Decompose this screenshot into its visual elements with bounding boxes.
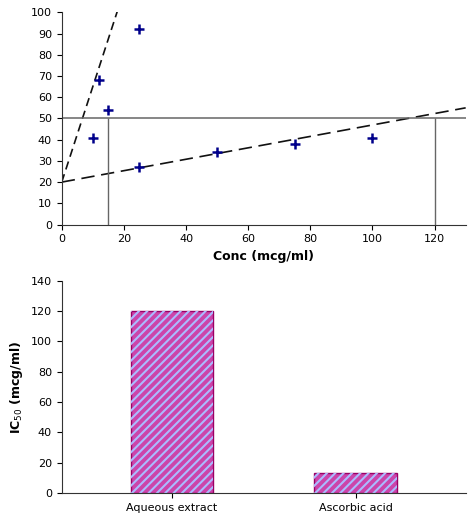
Bar: [314, 473, 397, 493]
Bar: [131, 311, 213, 493]
Point: [89, 133, 97, 142]
Bar: [314, 473, 397, 493]
Point: [105, 106, 112, 114]
Point: [136, 163, 143, 171]
Bar: [131, 311, 213, 493]
Point: [291, 140, 299, 148]
Point: [95, 76, 103, 84]
Point: [136, 25, 143, 33]
Point: [369, 133, 376, 142]
X-axis label: Conc (mcg/ml): Conc (mcg/ml): [213, 250, 314, 263]
Point: [213, 148, 221, 157]
Y-axis label: IC$_{50}$ (mcg/ml): IC$_{50}$ (mcg/ml): [9, 340, 25, 433]
